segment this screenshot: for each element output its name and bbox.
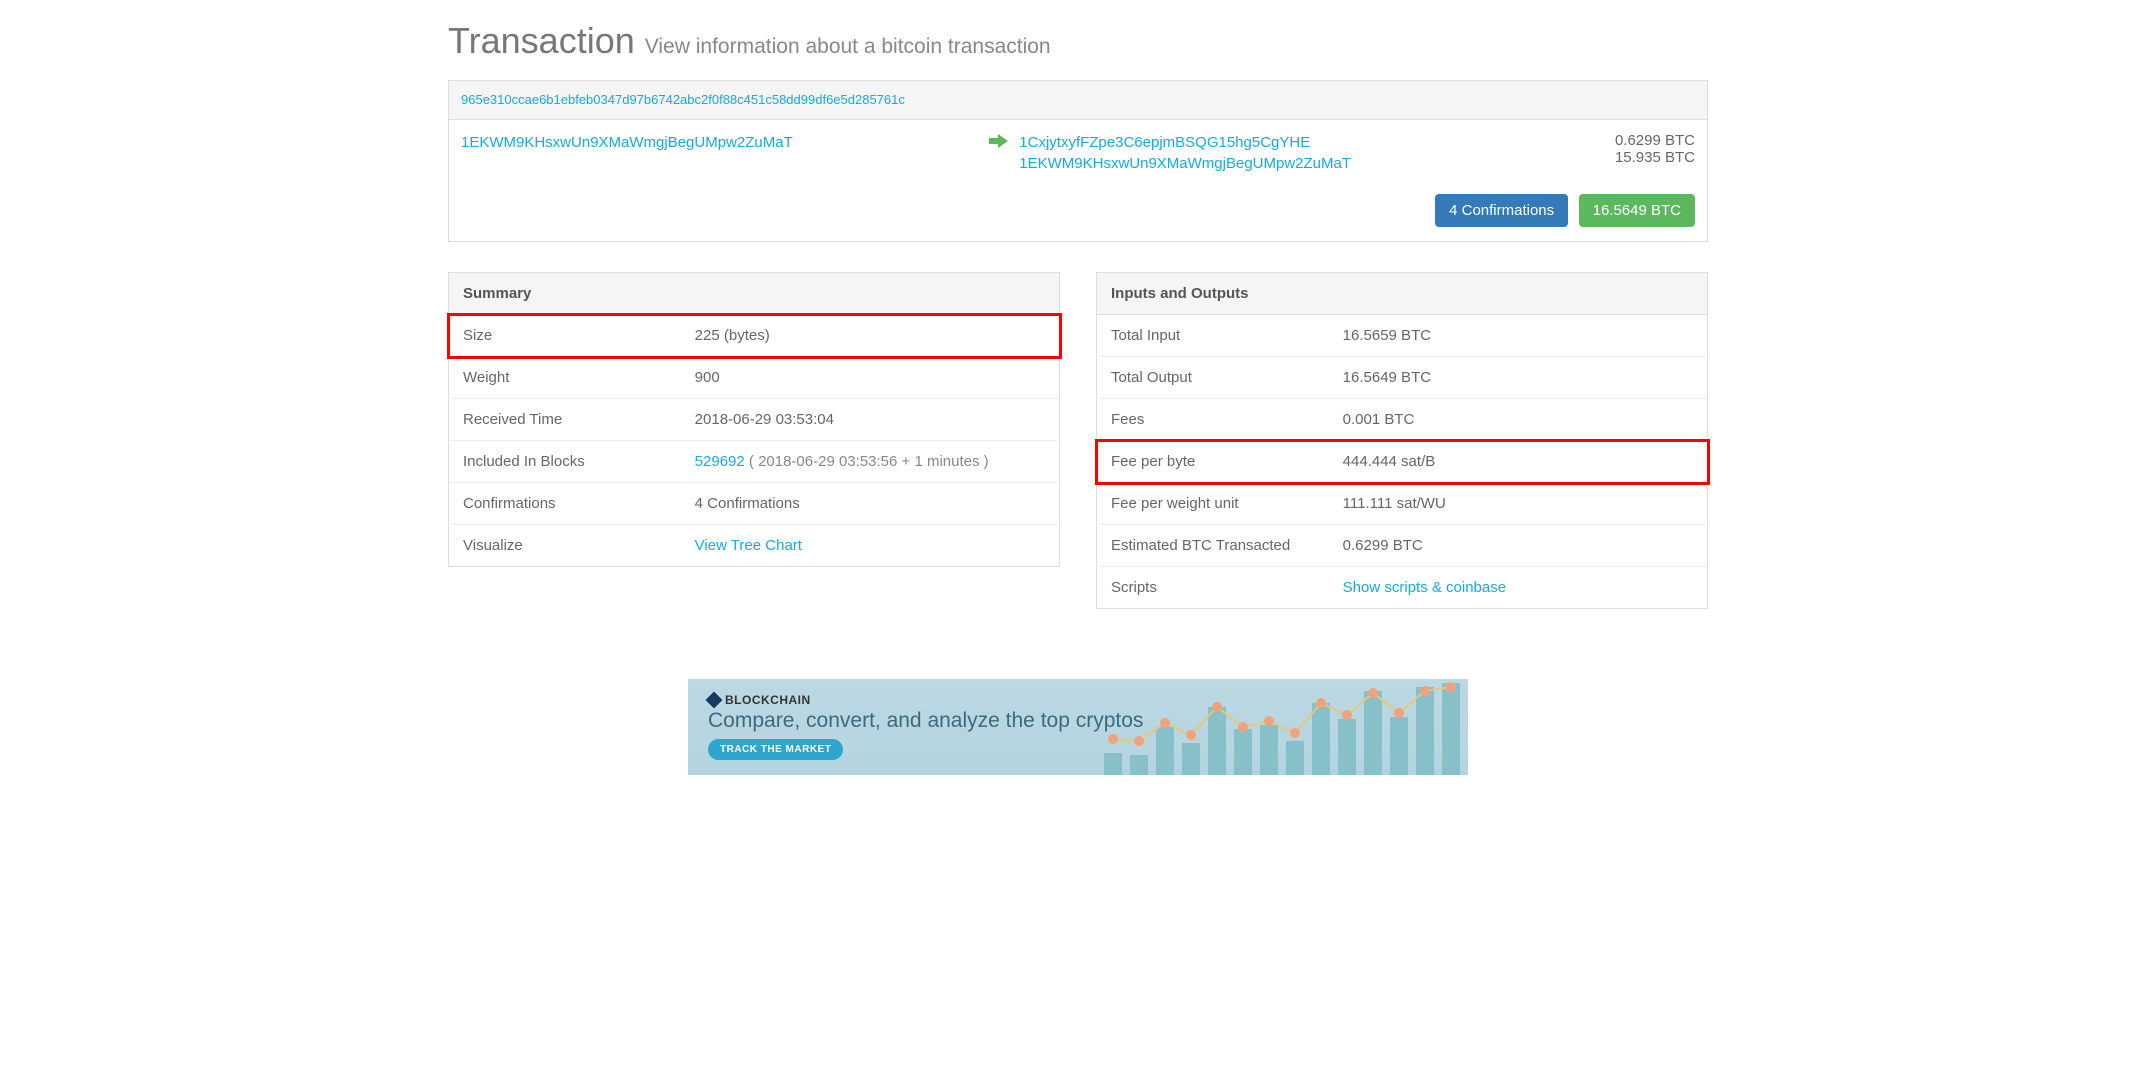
row-label: Total Input	[1097, 315, 1329, 357]
row-value: 0.6299 BTC	[1329, 525, 1708, 567]
row-value: View Tree Chart	[681, 525, 1060, 567]
row-label: Fees	[1097, 399, 1329, 441]
tx-hash-row: 965e310ccae6b1ebfeb0347d97b6742abc2f0f88…	[449, 81, 1707, 120]
output-address-link[interactable]: 1EKWM9KHsxwUn9XMaWmgjBegUMpw2ZuMaT	[1019, 153, 1575, 174]
io-header: Inputs and Outputs	[1097, 273, 1708, 315]
table-row: Included In Blocks529692 ( 2018-06-29 03…	[449, 441, 1060, 483]
row-label: Fee per byte	[1097, 441, 1329, 483]
row-label: Size	[449, 315, 681, 357]
summary-header: Summary	[449, 273, 1060, 315]
row-label: Fee per weight unit	[1097, 483, 1329, 525]
row-label: Visualize	[449, 525, 681, 567]
title-text: Transaction	[448, 20, 635, 61]
blockchain-logo-icon	[706, 692, 723, 709]
table-row: Fee per weight unit111.111 sat/WU	[1097, 483, 1708, 525]
ad-banner[interactable]: BLOCKCHAIN Compare, convert, and analyze…	[688, 679, 1468, 775]
row-value: 111.111 sat/WU	[1329, 483, 1708, 525]
summary-table: Summary Size225 (bytes)Weight900Received…	[448, 272, 1060, 567]
row-value: 444.444 sat/B	[1329, 441, 1708, 483]
page-title: Transaction View information about a bit…	[448, 20, 1708, 62]
row-value: 900	[681, 357, 1060, 399]
tx-hash-link[interactable]: 965e310ccae6b1ebfeb0347d97b6742abc2f0f88…	[461, 92, 905, 107]
table-row: Weight900	[449, 357, 1060, 399]
row-label: Scripts	[1097, 567, 1329, 609]
table-row: Fee per byte444.444 sat/B	[1097, 441, 1708, 483]
banner-chart-icon	[1088, 679, 1468, 775]
table-row: Visualize View Tree Chart	[449, 525, 1060, 567]
table-row: Size225 (bytes)	[449, 315, 1060, 357]
output-address-link[interactable]: 1CxjytxyfFZpe3C6epjmBSQG15hg5CgYHE	[1019, 132, 1575, 153]
output-value: 0.6299 BTC	[1575, 132, 1695, 149]
total-badge: 16.5649 BTC	[1579, 194, 1695, 227]
row-link[interactable]: View Tree Chart	[695, 537, 802, 554]
output-value: 15.935 BTC	[1575, 149, 1695, 166]
row-label: Confirmations	[449, 483, 681, 525]
row-value: 529692 ( 2018-06-29 03:53:56 + 1 minutes…	[681, 441, 1060, 483]
row-suffix: ( 2018-06-29 03:53:56 + 1 minutes )	[745, 453, 989, 470]
title-subtitle: View information about a bitcoin transac…	[645, 35, 1051, 58]
row-value: Show scripts & coinbase	[1329, 567, 1708, 609]
row-label: Estimated BTC Transacted	[1097, 525, 1329, 567]
transaction-box: 965e310ccae6b1ebfeb0347d97b6742abc2f0f88…	[448, 80, 1708, 242]
row-value: 0.001 BTC	[1329, 399, 1708, 441]
arrow-right-icon	[989, 134, 1009, 148]
input-address-link[interactable]: 1EKWM9KHsxwUn9XMaWmgjBegUMpw2ZuMaT	[461, 132, 979, 153]
table-row: Total Input16.5659 BTC	[1097, 315, 1708, 357]
table-row: Total Output16.5649 BTC	[1097, 357, 1708, 399]
row-value: 4 Confirmations	[681, 483, 1060, 525]
row-label: Included In Blocks	[449, 441, 681, 483]
row-value: 2018-06-29 03:53:04	[681, 399, 1060, 441]
table-row: Estimated BTC Transacted0.6299 BTC	[1097, 525, 1708, 567]
row-label: Weight	[449, 357, 681, 399]
table-row: Scripts Show scripts & coinbase	[1097, 567, 1708, 609]
row-link[interactable]: Show scripts & coinbase	[1343, 579, 1506, 596]
row-link[interactable]: 529692	[695, 453, 745, 470]
row-label: Received Time	[449, 399, 681, 441]
banner-brand: BLOCKCHAIN	[725, 693, 811, 707]
table-row: Fees0.001 BTC	[1097, 399, 1708, 441]
banner-cta-button[interactable]: TRACK THE MARKET	[708, 739, 843, 760]
badges-row: 4 Confirmations 16.5649 BTC	[449, 186, 1707, 241]
row-value: 16.5659 BTC	[1329, 315, 1708, 357]
io-table: Inputs and Outputs Total Input16.5659 BT…	[1096, 272, 1708, 609]
row-value: 16.5649 BTC	[1329, 357, 1708, 399]
row-value: 225 (bytes)	[681, 315, 1060, 357]
table-row: Received Time2018-06-29 03:53:04	[449, 399, 1060, 441]
row-label: Total Output	[1097, 357, 1329, 399]
confirmations-badge: 4 Confirmations	[1435, 194, 1568, 227]
table-row: Confirmations4 Confirmations	[449, 483, 1060, 525]
